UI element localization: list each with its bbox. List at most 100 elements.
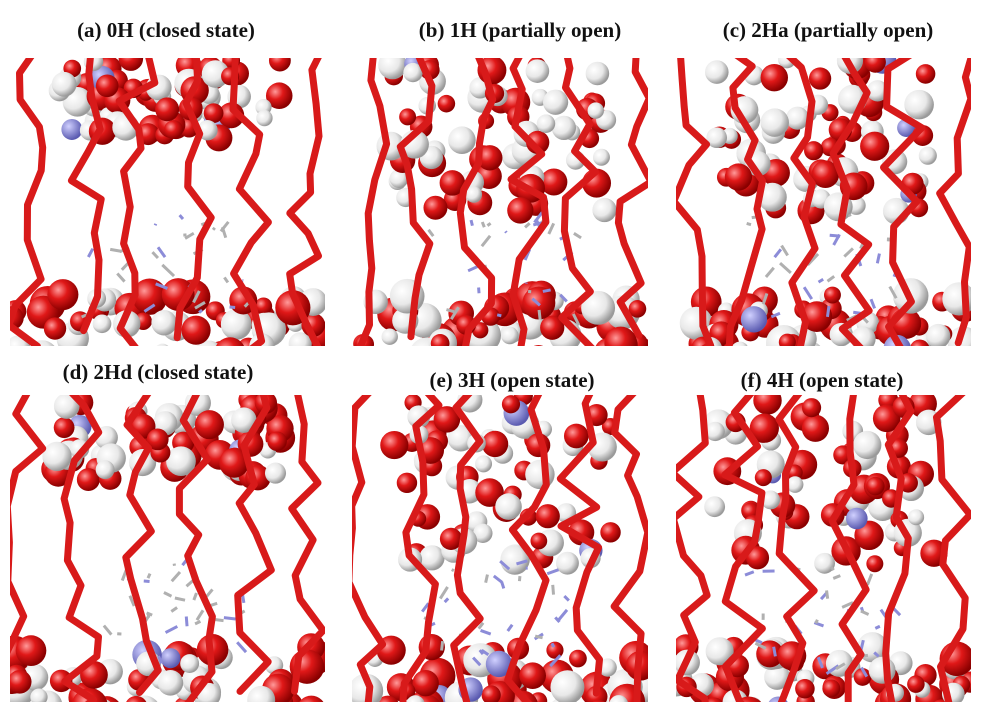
atom <box>52 72 77 97</box>
atom <box>526 59 550 83</box>
atom <box>564 424 589 449</box>
residue-bond <box>471 220 472 226</box>
atom <box>119 46 144 71</box>
atom <box>586 62 610 86</box>
atom <box>256 110 272 126</box>
atom <box>802 415 829 442</box>
atom <box>704 496 725 517</box>
molecule-image <box>674 46 979 374</box>
atom <box>814 553 835 574</box>
atom <box>475 455 492 472</box>
molecule-image <box>0 46 334 372</box>
residue-bond <box>877 254 879 264</box>
residue-bond <box>535 636 542 638</box>
molecule-image <box>352 48 656 372</box>
atom <box>507 197 533 223</box>
residue-bond <box>830 235 840 236</box>
residue-bond <box>502 582 504 589</box>
atom <box>552 116 576 140</box>
residue-bond <box>199 310 202 313</box>
atom <box>543 90 568 115</box>
atom <box>904 90 934 120</box>
atom <box>590 346 611 367</box>
residue-bond <box>452 570 454 571</box>
panel-label: (b) 1H (partially open) <box>419 18 621 42</box>
atom <box>8 670 32 694</box>
figure: (a) 0H (closed state)(b) 1H (partially o… <box>0 0 988 702</box>
residue-bond <box>816 620 818 624</box>
atom <box>761 64 788 91</box>
atom <box>907 675 925 693</box>
atom <box>423 196 447 220</box>
atom <box>866 477 884 495</box>
residue-bond <box>552 643 554 647</box>
atom <box>93 314 112 333</box>
residue-bond <box>487 223 490 225</box>
atom <box>448 126 476 154</box>
atom <box>501 327 519 345</box>
atom <box>382 328 398 344</box>
atom <box>592 198 616 222</box>
atom <box>151 310 176 335</box>
atom <box>502 395 520 413</box>
atom <box>47 279 78 310</box>
residue-bond <box>774 647 776 657</box>
atom <box>397 473 417 493</box>
atom <box>809 67 831 89</box>
atom <box>265 463 286 484</box>
atom <box>760 108 788 136</box>
residue-bond <box>827 590 828 598</box>
residue-bond <box>230 307 236 308</box>
residue-bond <box>175 598 185 600</box>
atom <box>787 476 804 493</box>
atom <box>519 662 546 689</box>
atom <box>155 97 179 121</box>
residue-bond <box>486 575 488 583</box>
atom <box>912 347 928 363</box>
atom <box>154 344 171 361</box>
atom <box>866 555 883 572</box>
atom <box>530 533 547 550</box>
atom <box>916 64 936 84</box>
atom <box>164 120 183 139</box>
atom <box>860 132 889 161</box>
atom <box>158 670 184 696</box>
atom <box>919 147 937 165</box>
atom <box>61 119 82 140</box>
atom <box>865 52 886 73</box>
atom <box>942 282 975 315</box>
residue-bond <box>147 613 153 615</box>
atom <box>54 417 75 438</box>
atom <box>588 102 604 118</box>
atom <box>731 342 749 360</box>
page: (a) 0H (closed state)(b) 1H (partially o… <box>0 0 988 702</box>
atom <box>604 327 637 360</box>
atom <box>802 398 821 417</box>
residue-bond <box>875 626 880 628</box>
atom <box>822 679 840 697</box>
residue-bond <box>539 310 540 320</box>
atom <box>706 422 725 441</box>
atom <box>380 431 408 459</box>
residue-bond <box>442 641 443 650</box>
atom <box>926 324 950 348</box>
panel-label: (c) 2Ha (partially open) <box>723 18 934 42</box>
residue-bond <box>155 224 156 225</box>
atom <box>96 460 115 479</box>
residue-bond <box>505 231 506 232</box>
atom <box>908 509 924 525</box>
panel-label: (d) 2Hd (closed state) <box>63 360 254 384</box>
residue-bond <box>849 214 850 216</box>
residue-bond <box>186 617 187 627</box>
panel-label: (f) 4H (open state) <box>741 368 904 392</box>
atom <box>846 508 868 530</box>
atom <box>528 345 549 366</box>
atom <box>779 334 796 351</box>
atom <box>204 103 224 123</box>
atom <box>525 460 554 489</box>
atom <box>869 657 896 684</box>
atom <box>795 679 815 699</box>
atom <box>431 334 450 353</box>
atom <box>438 95 456 113</box>
atom <box>269 50 291 72</box>
